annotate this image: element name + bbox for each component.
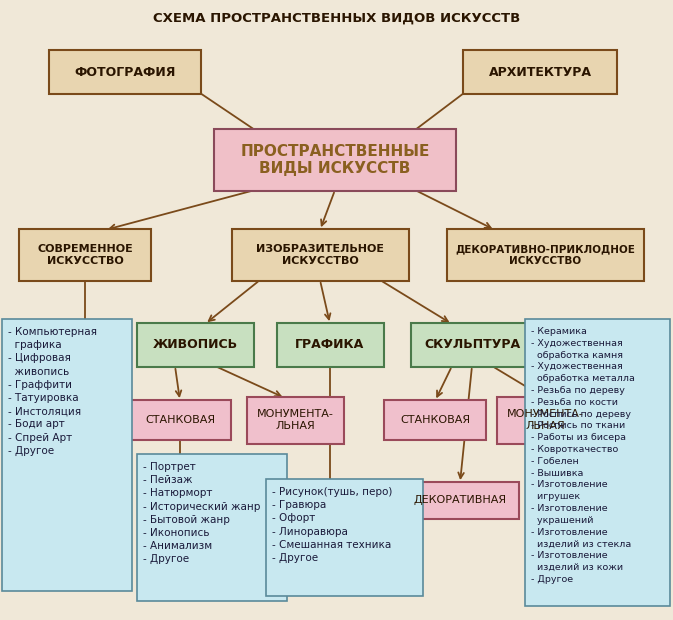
Text: СХЕМА ПРОСТРАНСТВЕННЫХ ВИДОВ ИСКУССТВ: СХЕМА ПРОСТРАНСТВЕННЫХ ВИДОВ ИСКУССТВ [153,12,520,25]
FancyBboxPatch shape [277,323,384,367]
Text: СТАНКОВАЯ: СТАНКОВАЯ [145,415,215,425]
FancyBboxPatch shape [19,229,151,281]
Text: ИЗОБРАЗИТЕЛЬНОЕ
ИСКУССТВО: ИЗОБРАЗИТЕЛЬНОЕ ИСКУССТВО [256,244,384,266]
FancyBboxPatch shape [232,229,409,281]
FancyBboxPatch shape [384,400,486,440]
Text: МОНУМЕНТА-
ЛЬНАЯ: МОНУМЕНТА- ЛЬНАЯ [507,409,583,431]
FancyBboxPatch shape [446,229,643,281]
Text: ГРАФИКА: ГРАФИКА [295,339,365,352]
FancyBboxPatch shape [463,50,617,94]
FancyBboxPatch shape [266,479,423,596]
Text: СТАНКОВАЯ: СТАНКОВАЯ [400,415,470,425]
FancyBboxPatch shape [2,319,132,591]
Text: МОНУМЕНТА-
ЛЬНАЯ: МОНУМЕНТА- ЛЬНАЯ [256,409,333,431]
FancyBboxPatch shape [137,323,254,367]
FancyBboxPatch shape [214,129,456,191]
FancyBboxPatch shape [49,50,201,94]
FancyBboxPatch shape [525,319,670,606]
Text: ЖИВОПИСЬ: ЖИВОПИСЬ [153,339,238,352]
FancyBboxPatch shape [129,400,231,440]
FancyBboxPatch shape [497,397,594,443]
Text: ДЕКОРАТИВНО-ПРИКЛОДНОЕ
ИСКУССТВО: ДЕКОРАТИВНО-ПРИКЛОДНОЕ ИСКУССТВО [455,244,635,266]
Text: СКУЛЬПТУРА: СКУЛЬПТУРА [424,339,520,352]
Text: ДЕКОРАТИВНАЯ: ДЕКОРАТИВНАЯ [413,495,507,505]
Text: ФОТОГРАФИЯ: ФОТОГРАФИЯ [74,66,176,79]
FancyBboxPatch shape [402,482,518,518]
Text: - Компьютерная
  графика
- Цифровая
  живопись
- Граффити
- Татуировка
- Инстоля: - Компьютерная графика - Цифровая живопи… [8,327,97,456]
Text: ПРОСТРАНСТВЕННЫЕ
ВИДЫ ИСКУССТВ: ПРОСТРАНСТВЕННЫЕ ВИДЫ ИСКУССТВ [240,144,429,176]
FancyBboxPatch shape [137,454,287,601]
FancyBboxPatch shape [411,323,533,367]
FancyBboxPatch shape [246,397,343,443]
Text: - Портрет
- Пейзаж
- Натюрморт
- Исторический жанр
- Бытовой жанр
- Иконопись
- : - Портрет - Пейзаж - Натюрморт - Историч… [143,462,260,564]
Text: АРХИТЕКТУРА: АРХИТЕКТУРА [489,66,592,79]
Text: - Керамика
- Художественная
  обработка камня
- Художественная
  обработка метал: - Керамика - Художественная обработка ка… [531,327,635,584]
Text: - Рисунок(тушь, перо)
- Гравюра
- Офорт
- Линоравюра
- Смешанная техника
- Друго: - Рисунок(тушь, перо) - Гравюра - Офорт … [272,487,392,563]
Text: СОВРЕМЕННОЕ
ИСКУССТВО: СОВРЕМЕННОЕ ИСКУССТВО [37,244,133,266]
